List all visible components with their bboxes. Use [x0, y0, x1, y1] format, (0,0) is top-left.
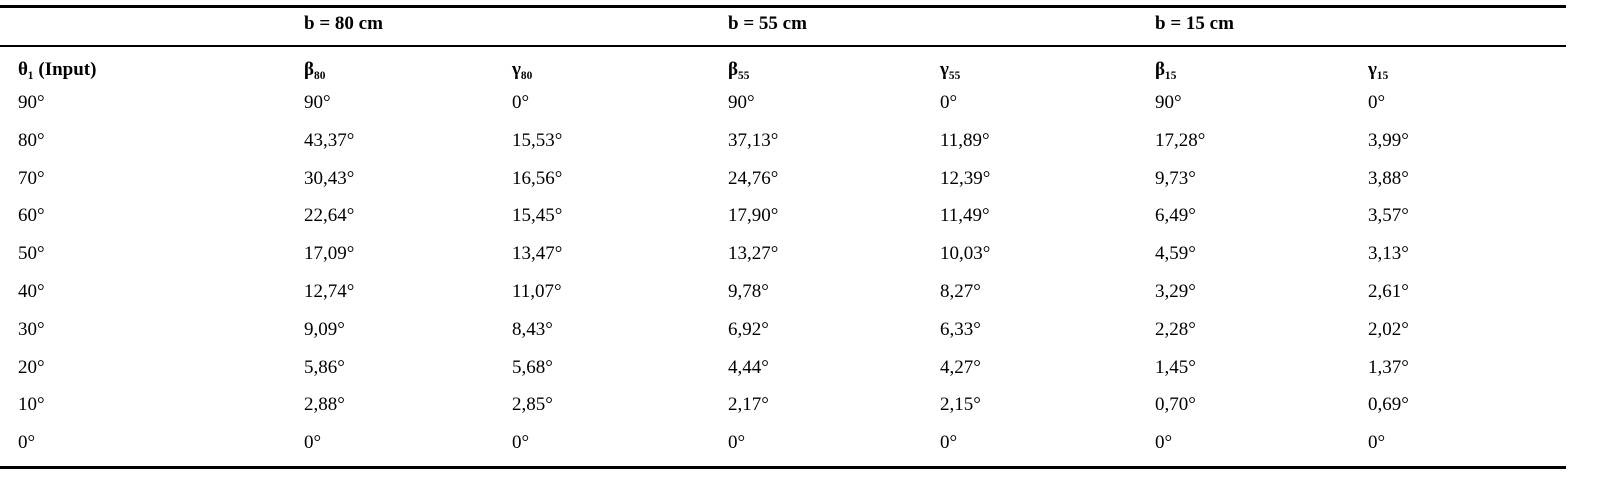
table-cell: 0° [512, 92, 530, 113]
table-cell: 13,27° [728, 243, 779, 265]
column-header: γ₁₅ [1368, 59, 1389, 80]
table-cell: 60° [18, 205, 45, 227]
table-cell: 0,70° [1155, 394, 1196, 416]
table-cell: 17,90° [728, 205, 779, 227]
table-cell: 2,28° [1155, 318, 1196, 340]
table-cell: 37,13° [728, 129, 779, 151]
bottom-rule [0, 466, 1566, 469]
group-header: b = 55 cm [728, 13, 807, 34]
table-cell: 90° [304, 92, 331, 113]
table-cell: 15,53° [512, 129, 563, 151]
table-cell: 80° [18, 129, 45, 151]
column-header: θ₁ (Input) [18, 59, 97, 80]
table-cell: 2,15° [940, 394, 981, 416]
table-cell: 0° [1368, 92, 1386, 113]
table-cell: 4,44° [728, 356, 769, 378]
table-cell: 4,27° [940, 356, 981, 378]
top-rule [0, 5, 1566, 8]
column-header: γ₅₅ [940, 59, 961, 80]
group-header: b = 80 cm [304, 13, 383, 34]
table-cell: 2,88° [304, 394, 345, 416]
table-cell: 3,57° [1368, 205, 1409, 227]
table-cell: 50° [18, 243, 45, 265]
table-cell: 9,78° [728, 281, 769, 302]
table-cell: 0° [728, 432, 746, 454]
table-cell: 3,13° [1368, 243, 1409, 265]
table-cell: 11,49° [940, 205, 990, 227]
table-cell: 3,88° [1368, 167, 1409, 189]
table-cell: 8,27° [940, 281, 981, 302]
table-cell: 9,73° [1155, 167, 1196, 189]
table-cell: 43,37° [304, 129, 355, 151]
table-cell: 10° [18, 394, 45, 416]
table-cell: 11,07° [512, 281, 562, 302]
table-cell: 90° [728, 92, 755, 113]
column-header: β₁₅ [1155, 59, 1177, 80]
table-cell: 17,28° [1155, 129, 1206, 151]
table-cell: 6,49° [1155, 205, 1196, 227]
table-cell: 10,03° [940, 243, 991, 265]
table-cell: 0° [512, 432, 530, 454]
table-cell: 0° [1155, 432, 1173, 454]
table-cell: 1,45° [1155, 356, 1196, 378]
table-cell: 0° [940, 92, 958, 113]
table-cell: 0° [18, 432, 36, 454]
table-cell: 1,37° [1368, 356, 1409, 378]
table-cell: 2,85° [512, 394, 553, 416]
table-cell: 22,64° [304, 205, 355, 227]
table-cell: 3,99° [1368, 129, 1409, 151]
table-cell: 90° [18, 92, 45, 113]
table-cell: 30° [18, 318, 45, 340]
table-cell: 30,43° [304, 167, 355, 189]
table-cell: 2,02° [1368, 318, 1409, 340]
table-cell: 12,74° [304, 281, 355, 302]
table-cell: 16,56° [512, 167, 563, 189]
group-header: b = 15 cm [1155, 13, 1234, 34]
table-cell: 0° [304, 432, 322, 454]
table-cell: 90° [1155, 92, 1182, 113]
table-cell: 0° [1368, 432, 1386, 454]
table-cell: 9,09° [304, 318, 345, 340]
table-cell: 3,29° [1155, 281, 1196, 302]
table-cell: 24,76° [728, 167, 779, 189]
table-cell: 13,47° [512, 243, 563, 265]
table-cell: 2,61° [1368, 281, 1409, 302]
table-cell: 70° [18, 167, 45, 189]
table-cell: 6,33° [940, 318, 981, 340]
table-cell: 5,68° [512, 356, 553, 378]
table-cell: 20° [18, 356, 45, 378]
column-header: β₅₅ [728, 59, 750, 80]
column-header: γ₈₀ [512, 59, 533, 80]
table-cell: 12,39° [940, 167, 991, 189]
table-cell: 5,86° [304, 356, 345, 378]
table-cell: 17,09° [304, 243, 355, 265]
table-cell: 0,69° [1368, 394, 1409, 416]
table-cell: 40° [18, 281, 45, 302]
table-cell: 11,89° [940, 129, 990, 151]
table-cell: 2,17° [728, 394, 769, 416]
table-cell: 15,45° [512, 205, 563, 227]
table-cell: 8,43° [512, 318, 553, 340]
column-header: β₈₀ [304, 59, 326, 80]
table-cell: 4,59° [1155, 243, 1196, 265]
table-cell: 0° [940, 432, 958, 454]
table-cell: 6,92° [728, 318, 769, 340]
header-rule [0, 45, 1566, 47]
